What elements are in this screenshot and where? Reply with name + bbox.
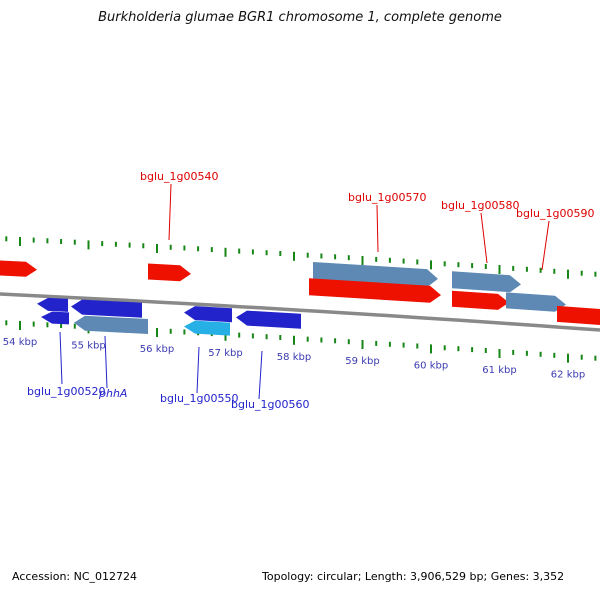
- gene-arrow-forward[interactable]: [452, 271, 521, 293]
- gene-arrow-forward[interactable]: [557, 305, 600, 326]
- gene-arrow-reverse[interactable]: [41, 311, 69, 325]
- gene-label[interactable]: bglu_1g00550: [160, 392, 238, 405]
- gene-arrow-reverse[interactable]: [236, 310, 301, 329]
- gene-label[interactable]: bglu_1g00580: [441, 199, 519, 212]
- label-leader-line: [104, 335, 108, 389]
- gene-arrows: [0, 260, 600, 336]
- gene-arrow-forward[interactable]: [506, 292, 566, 312]
- scale-label: 55 kbp: [71, 340, 105, 351]
- scale-labels: 54 kbp 55 kbp 56 kbp 57 kbp 58 kbp 59 kbp 60 k…: [3, 337, 585, 381]
- scale-label: 61 kbp: [482, 365, 516, 376]
- gene-arrow-forward[interactable]: [148, 263, 191, 282]
- label-leader-line: [376, 204, 379, 253]
- ruler-bottom: [5, 320, 597, 363]
- label-leader-line: [480, 212, 488, 264]
- gene-label[interactable]: phhA: [98, 387, 127, 400]
- label-leader-line: [168, 183, 172, 241]
- scale-label: 62 kbp: [551, 370, 585, 381]
- gene-arrow-forward[interactable]: [452, 290, 509, 310]
- gene-callouts: bglu_1g00540bglu_1g00570bglu_1g00580bglu…: [27, 170, 594, 411]
- page-title: Burkholderia glumae BGR1 chromosome 1, c…: [98, 10, 502, 25]
- scale-label: 54 kbp: [3, 337, 37, 348]
- gene-arrow-reverse[interactable]: [37, 297, 68, 312]
- label-leader-line: [59, 331, 63, 385]
- gene-arrow-reverse[interactable]: [71, 299, 142, 318]
- accession-text: Accession: NC_012724: [12, 570, 138, 583]
- label-leader-line: [196, 346, 200, 394]
- scale-label: 59 kbp: [345, 356, 379, 367]
- gene-arrow-reverse[interactable]: [184, 306, 232, 323]
- gene-label[interactable]: bglu_1g00570: [348, 191, 426, 204]
- topology-text: Topology: circular; Length: 3,906,529 bp…: [262, 570, 565, 583]
- gene-label[interactable]: bglu_1g00520: [27, 385, 105, 398]
- gene-label[interactable]: bglu_1g00590: [516, 207, 594, 220]
- scale-label: 56 kbp: [140, 344, 174, 355]
- gene-arrow-reverse[interactable]: [184, 320, 230, 336]
- scale-label: 57 kbp: [208, 348, 242, 359]
- scale-label: 58 kbp: [277, 352, 311, 363]
- gene-arrow-forward[interactable]: [0, 260, 37, 277]
- gene-label[interactable]: bglu_1g00560: [231, 398, 309, 411]
- gene-arrow-reverse[interactable]: [74, 315, 148, 334]
- gene-label[interactable]: bglu_1g00540: [140, 170, 218, 183]
- label-leader-line: [258, 350, 263, 400]
- genome-backbone: [0, 292, 600, 332]
- scale-label: 60 kbp: [414, 360, 448, 371]
- ruler-top: [5, 236, 597, 279]
- label-leader-line: [541, 220, 550, 271]
- gene-arrow-forward[interactable]: [309, 278, 441, 303]
